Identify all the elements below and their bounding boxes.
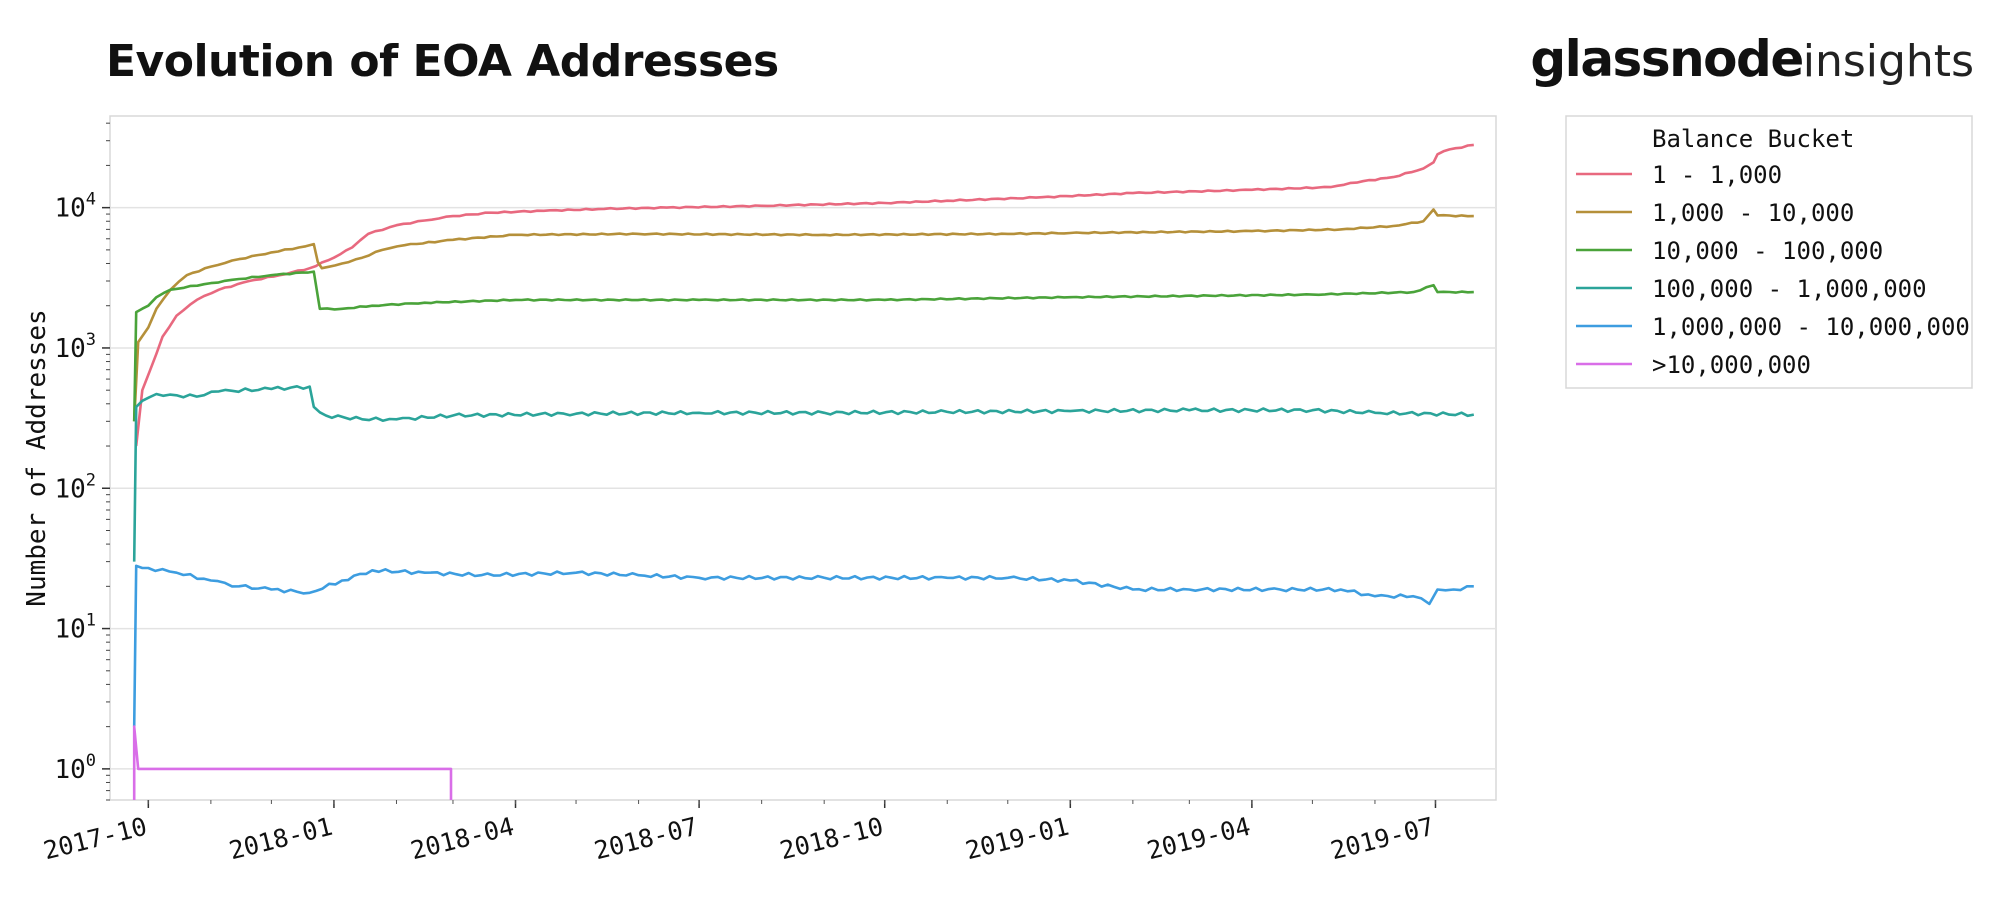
y-axis: 100 101 102 103 104 <box>54 122 110 801</box>
series-line <box>132 270 1474 422</box>
legend-label: 1,000 - 10,000 <box>1652 199 1854 227</box>
y-tick-label: 102 <box>54 470 96 504</box>
chart-title: Evolution of EOA Addresses <box>106 36 779 87</box>
legend-entry[interactable]: 100,000 - 1,000,000 <box>1576 275 1927 303</box>
series-line <box>132 564 1474 727</box>
legend-entry[interactable]: 1,000 - 10,000 <box>1576 199 1854 227</box>
x-tick-label: 2019-04 <box>1144 812 1253 866</box>
legend[interactable]: Balance Bucket 1 - 1,000 1,000 - 10,000 10,… <box>1565 115 1973 389</box>
y-tick-label: 100 <box>54 751 96 785</box>
series-layer <box>132 143 1475 800</box>
brand-suffix: insights <box>1802 36 1974 87</box>
legend-label: 1 - 1,000 <box>1652 161 1782 189</box>
legend-box <box>1565 115 1973 389</box>
legend-entry[interactable]: 1 - 1,000 <box>1576 161 1782 189</box>
x-tick-label: 2019-07 <box>1328 812 1437 866</box>
plot-area <box>109 115 1497 801</box>
y-tick-label: 103 <box>54 330 96 364</box>
series-line <box>132 725 453 800</box>
x-axis: 2017-10 2018-01 2018-04 2018-07 2018-10 2019-… <box>41 800 1437 865</box>
x-tick-label: 2017-10 <box>41 812 150 866</box>
legend-label: >10,000,000 <box>1652 351 1811 379</box>
legend-label: 1,000,000 - 10,000,000 <box>1652 313 1970 341</box>
legend-title: Balance Bucket <box>1652 125 1854 153</box>
y-axis-label: Number of Addresses <box>22 309 52 606</box>
brand-logo: glassnodeinsights <box>1530 30 1974 88</box>
x-tick-label: 2018-10 <box>777 812 886 866</box>
series-line <box>134 143 1474 447</box>
legend-entry[interactable]: >10,000,000 <box>1576 351 1811 379</box>
y-tick-label: 104 <box>54 190 96 224</box>
grid <box>110 206 1496 770</box>
series-line <box>132 208 1474 422</box>
x-tick-label: 2018-04 <box>408 812 517 866</box>
x-tick-label: 2018-07 <box>591 812 700 866</box>
y-tick-label: 101 <box>54 611 96 645</box>
legend-label: 100,000 - 1,000,000 <box>1652 275 1927 303</box>
x-tick-label: 2019-01 <box>963 812 1072 866</box>
legend-label: 10,000 - 100,000 <box>1652 237 1883 265</box>
brand-name: glassnode <box>1530 30 1804 88</box>
series-line <box>132 385 1475 562</box>
x-tick-label: 2018-01 <box>226 812 335 866</box>
legend-entry[interactable]: 1,000,000 - 10,000,000 <box>1576 313 1970 341</box>
legend-entry[interactable]: 10,000 - 100,000 <box>1576 237 1883 265</box>
